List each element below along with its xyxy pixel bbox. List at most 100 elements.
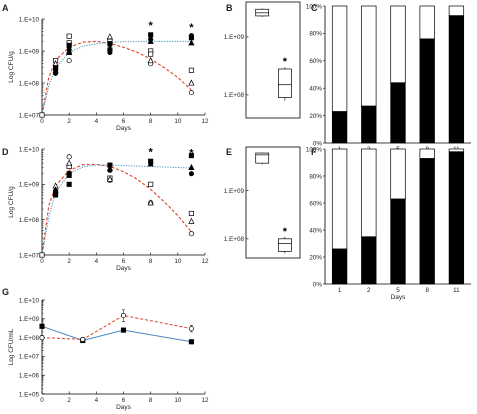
significance-asterisk: * [283,226,288,238]
x-tick-label: 1 [338,287,342,294]
x-tick-label: 4 [95,258,99,265]
box [278,238,292,252]
panel-f-stacked-bar: 0% 20% 40% 60% 80% 100% 1 2 5 8 11 Days [306,146,471,301]
data-point [106,164,113,172]
x-tick-label: 8 [425,287,429,294]
x-tick-label: 10 [174,258,182,265]
x-tick-label: 2 [367,287,371,294]
panel-letter: B [226,3,233,13]
y-tick-label: 1.E+08 [19,335,40,342]
y-tick-label: 1.E+09 [224,34,245,41]
data-point [106,33,113,40]
y-tick-label: 20% [309,113,322,120]
bar-segment [448,5,465,16]
panel-letter: C [311,3,318,13]
x-tick-label: 12 [201,118,209,125]
x-tick-label: 6 [122,397,126,404]
significance-asterisk: * [149,20,154,32]
plot-frame [245,146,301,259]
box [278,68,292,98]
data-point [66,181,72,187]
y-tick-label: 1.E+10 [19,297,40,304]
x-tick-label: 8 [149,397,153,404]
bar-segment [361,148,377,238]
bar-segment [419,148,435,159]
y-tick-label: 60% [309,58,322,65]
data-point [188,163,195,171]
data-point [66,48,73,56]
y-tick-label: 1.E+05 [19,391,40,398]
x-tick-label: 8 [149,258,153,265]
y-tick-label: 80% [309,173,322,180]
x-tick-label: 4 [95,118,99,125]
x-tick-label: 2 [67,258,71,265]
x-tick-label: 12 [201,258,209,265]
series-line [41,325,192,343]
data-point [188,231,194,237]
y-tick-label: 1.E+07 [19,112,40,119]
panel-letter: F [311,147,317,157]
y-tick-label: 40% [309,86,322,93]
panel-letter: E [226,147,232,157]
bar-segment [390,82,406,144]
panel-letter: G [2,287,9,297]
data-point [147,199,154,206]
y-tick-label: 0% [313,140,323,147]
data-point [106,175,113,182]
data-point [120,312,127,319]
x-tick-label: 10 [174,397,182,404]
data-point [66,33,72,39]
significance-asterisk: * [189,22,194,34]
bar-segment [331,248,348,285]
data-point [147,160,154,167]
y-tick-label: 1.E+10 [19,16,40,23]
data-point [66,58,72,64]
y-tick-label: 1.E+09 [224,188,245,195]
panel-b-boxplot: 1.E+08 1.E+09 * [224,1,301,119]
significance-asterisk: * [189,147,194,159]
y-tick-label: 1.E+09 [19,48,40,55]
bar-segment [448,15,465,144]
data-point [66,171,73,178]
y-tick-label: 1.E+09 [19,316,40,323]
y-axis-label: Log CFU/mL [8,328,15,365]
data-point [80,336,86,342]
x-axis-label: Days [116,265,132,272]
data-point [188,67,194,73]
y-tick-label: 1.E+08 [19,217,40,224]
x-tick-label: 5 [396,287,400,294]
trend-line [41,40,192,116]
y-tick-label: 1.E+09 [19,182,40,189]
bar-segment [448,151,465,285]
data-point [188,326,194,332]
trend-line [41,163,192,256]
trend-line [41,40,192,116]
data-point [39,335,45,341]
data-point [147,57,154,64]
data-point [39,112,45,118]
panel-d-scatter: 1.E+07 1.E+08 1.E+09 1.E+10 0 2 4 6 8 10 12 Days Log… [8,146,209,272]
y-tick-label: 1.E+08 [224,92,245,99]
data-point [39,252,45,258]
y-tick-label: 1.E+08 [19,80,40,87]
data-point [148,181,154,187]
plot-frame [245,1,301,119]
bar-segment [419,158,435,285]
bar-segment [390,198,406,285]
x-tick-label: 10 [174,118,182,125]
significance-asterisk: * [283,56,288,68]
y-tick-label: 40% [309,227,322,234]
bar-segment [419,5,435,40]
y-tick-label: 0% [313,281,323,288]
y-tick-label: 60% [309,200,322,207]
x-tick-label: 6 [122,258,126,265]
series-line [41,314,192,340]
bar-segment [361,105,377,144]
data-point [120,327,127,333]
x-tick-label: 8 [149,118,153,125]
panel-letter: D [2,147,9,157]
data-point [188,217,195,224]
y-tick-label: 100% [306,146,323,153]
